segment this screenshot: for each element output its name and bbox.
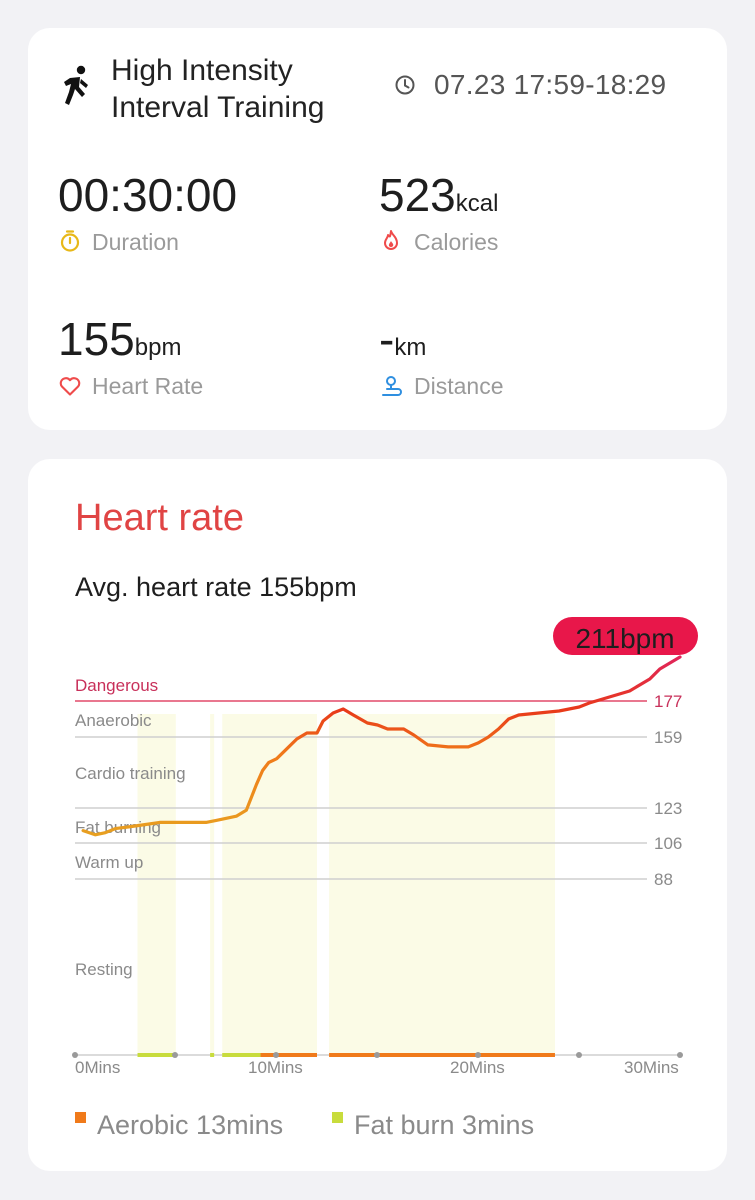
- zone-bar-2: [222, 1053, 261, 1057]
- heart-rate-chart: Dangerous Anaerobic Cardio training Fat …: [72, 617, 698, 1077]
- threshold-label-88: 88: [654, 870, 673, 889]
- zone-shade-1: [210, 714, 215, 1055]
- zone-label-cardio: Cardio training: [75, 764, 186, 783]
- running-icon: [64, 65, 88, 105]
- zone-bar-1: [210, 1053, 215, 1057]
- max-heart-rate-badge: 211bpm: [553, 617, 698, 655]
- calories-label: Calories: [414, 229, 499, 255]
- zone-time-bars: [137, 1053, 555, 1057]
- workout-title-line-1: High Intensity: [111, 54, 293, 87]
- heart-rate-value: 155: [58, 313, 135, 365]
- x-tick-20: 20Mins: [450, 1058, 505, 1077]
- workout-summary-card: High Intensity Interval Training 07.23 1…: [28, 28, 727, 430]
- legend-aerobic-swatch: [75, 1112, 86, 1123]
- x-tick-dot-20: [475, 1052, 481, 1058]
- max-badge-background: [553, 617, 698, 655]
- distance-unit: km: [394, 334, 427, 361]
- zone-shade-0: [137, 714, 176, 1055]
- workout-time-range: 07.23 17:59-18:29: [434, 69, 667, 100]
- zone-shade-2: [222, 714, 317, 1055]
- x-tick-dot-15: [374, 1052, 380, 1058]
- legend-aerobic-label: Aerobic 13mins: [97, 1110, 284, 1140]
- threshold-label-123: 123: [654, 799, 682, 818]
- calories-unit: kcal: [455, 190, 499, 217]
- calories-metric: 523kcal: [379, 168, 498, 222]
- distance-metric: -km: [379, 312, 426, 366]
- heart-icon: [59, 377, 81, 396]
- zone-label-warm-up: Warm up: [75, 853, 143, 872]
- x-tick-30: 30Mins: [624, 1058, 679, 1077]
- x-tick-dot-10: [273, 1052, 279, 1058]
- legend-fat-burn-label: Fat burn 3mins: [354, 1110, 535, 1140]
- heart-rate-title: Heart rate: [75, 497, 244, 539]
- heart-rate-metric: 155bpm: [58, 312, 181, 366]
- heart-rate-unit: bpm: [134, 334, 182, 361]
- clock-icon: [395, 75, 415, 95]
- flame-icon: [384, 230, 398, 250]
- location-pin-icon: [382, 376, 402, 396]
- x-tick-dot-25: [576, 1052, 582, 1058]
- zone-bar-3: [260, 1053, 317, 1057]
- threshold-label-159: 159: [654, 728, 682, 747]
- axis-ticks: [72, 1052, 683, 1058]
- zone-label-anaerobic: Anaerobic: [75, 711, 152, 730]
- duration-label: Duration: [92, 229, 179, 255]
- workout-title-line-2: Interval Training: [111, 91, 325, 124]
- workout-title: High Intensity Interval Training: [111, 52, 381, 126]
- heart-rate-line: [81, 655, 682, 837]
- max-badge-text: 211bpm: [575, 623, 674, 654]
- duration-value: 00:30:00: [58, 169, 238, 221]
- zone-shade-3: [329, 714, 555, 1055]
- stopwatch-icon: [60, 230, 80, 252]
- x-tick-0: 0Mins: [75, 1058, 120, 1077]
- heart-rate-card: Heart rate Avg. heart rate 155bpm Danger…: [28, 459, 727, 1171]
- x-tick-dot-0: [72, 1052, 78, 1058]
- zone-bar-0: [137, 1053, 176, 1057]
- zone-bar-4: [329, 1053, 555, 1057]
- x-tick-10: 10Mins: [248, 1058, 303, 1077]
- threshold-label-177: 177: [654, 692, 682, 711]
- zone-label-dangerous: Dangerous: [75, 676, 158, 695]
- heart-rate-label: Heart Rate: [92, 373, 204, 399]
- distance-label: Distance: [414, 373, 504, 399]
- distance-value: -: [379, 313, 395, 365]
- x-tick-dot-30: [677, 1052, 683, 1058]
- average-heart-rate: Avg. heart rate 155bpm: [75, 572, 357, 602]
- threshold-label-106: 106: [654, 834, 682, 853]
- legend-fat-burn-swatch: [332, 1112, 343, 1123]
- zone-shading: [137, 714, 555, 1055]
- x-tick-dot-5: [172, 1052, 178, 1058]
- calories-value: 523: [379, 169, 456, 221]
- zone-label-resting: Resting: [75, 960, 133, 979]
